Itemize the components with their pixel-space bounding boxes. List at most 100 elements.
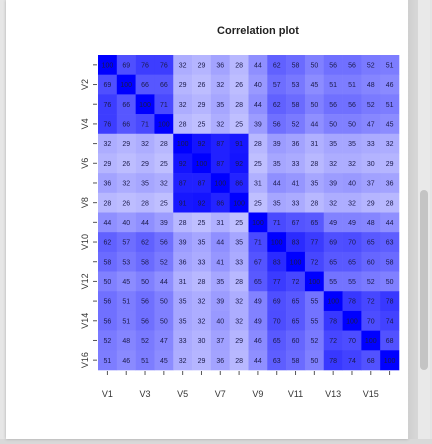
cell-value-label: 35 — [216, 279, 224, 286]
heatmap-cell-V8-V1 — [98, 192, 118, 213]
cell-value-label: 65 — [292, 318, 300, 325]
heatmap-cell-V1-V3 — [135, 55, 155, 75]
heatmap-cell-V15-V2 — [116, 330, 136, 351]
cell-value-label: 78 — [329, 318, 337, 325]
x-tick-label: V11 — [288, 389, 303, 399]
cell-value-label: 76 — [141, 62, 149, 69]
heatmap-cell-V3-V14 — [342, 94, 362, 115]
x-tick-label: V15 — [363, 389, 379, 399]
cell-value-label: 32 — [122, 181, 130, 188]
cell-value-label: 46 — [386, 82, 394, 89]
cell-value-label: 25 — [160, 200, 168, 207]
cell-value-label: 100 — [365, 338, 377, 345]
y-tick-label: V10 — [80, 234, 90, 250]
cell-value-label: 100 — [327, 299, 339, 306]
cell-value-label: 86 — [216, 200, 224, 207]
cell-value-label: 35 — [141, 181, 149, 188]
heatmap-cell-V8-V10 — [267, 192, 287, 213]
heatmap-cell-V4-V14 — [342, 114, 362, 135]
cell-value-label: 100 — [139, 102, 151, 109]
heatmap-cell-V16-V11 — [286, 350, 306, 371]
cell-value-label: 52 — [104, 338, 112, 345]
cell-value-label: 39 — [254, 122, 262, 129]
cell-value-label: 62 — [141, 240, 149, 247]
heatmap-cell-V16-V15 — [361, 350, 381, 371]
heatmap-cell-V1-V6 — [192, 55, 212, 75]
heatmap-cell-V12-V8 — [229, 271, 249, 292]
cell-value-label: 74 — [348, 358, 356, 365]
cell-value-label: 58 — [386, 259, 394, 266]
heatmap-cell-V7-V13 — [323, 173, 343, 194]
heatmap-cell-V12-V14 — [342, 271, 362, 292]
cell-value-label: 48 — [367, 220, 375, 227]
heatmap-cell-V1-V11 — [286, 55, 306, 75]
heatmap-cell-V13-V4 — [154, 291, 174, 312]
cell-value-label: 57 — [122, 240, 130, 247]
cell-value-label: 70 — [348, 240, 356, 247]
cell-value-label: 47 — [160, 338, 168, 345]
cell-value-label: 35 — [235, 240, 243, 247]
heatmap-cell-V6-V8 — [229, 153, 249, 174]
heatmap-cell-V8-V16 — [380, 192, 400, 213]
heatmap-cell-V10-V2 — [116, 232, 136, 253]
cell-value-label: 47 — [367, 122, 375, 129]
heatmap-cell-V11-V9 — [248, 251, 268, 272]
cell-value-label: 52 — [310, 338, 318, 345]
cell-value-label: 44 — [273, 181, 281, 188]
heatmap-cell-V12-V7 — [210, 271, 230, 292]
cell-value-label: 55 — [348, 279, 356, 286]
heatmap-cell-V4-V13 — [323, 114, 343, 135]
heatmap-cell-V1-V2 — [116, 55, 136, 75]
cell-value-label: 100 — [346, 318, 358, 325]
heatmap-cell-V7-V16 — [380, 173, 400, 194]
heatmap-cell-V14-V6 — [192, 310, 212, 331]
cell-value-label: 37 — [216, 338, 224, 345]
heatmap-cell-V7-V6 — [192, 173, 212, 194]
heatmap-cell-V9-V14 — [342, 212, 362, 233]
cell-value-label: 70 — [367, 318, 375, 325]
cell-value-label: 56 — [273, 122, 281, 129]
heatmap-cell-V2-V2 — [116, 74, 136, 95]
heatmap-cell-V13-V14 — [342, 291, 362, 312]
heatmap-cell-V16-V14 — [342, 350, 362, 371]
x-tick-label: V13 — [325, 389, 341, 399]
cell-value-label: 35 — [273, 200, 281, 207]
heatmap-cell-V2-V3 — [135, 74, 155, 95]
cell-value-label: 65 — [329, 259, 337, 266]
cell-value-label: 52 — [292, 122, 300, 129]
cell-value-label: 32 — [141, 141, 149, 148]
cell-value-label: 53 — [292, 82, 300, 89]
heatmap-cell-V12-V5 — [173, 271, 193, 292]
heatmap-cell-V10-V6 — [192, 232, 212, 253]
heatmap-cell-V11-V1 — [98, 251, 118, 272]
cell-value-label: 32 — [198, 318, 206, 325]
heatmap-cell-V12-V4 — [154, 271, 174, 292]
cell-value-label: 44 — [310, 122, 318, 129]
cell-value-label: 29 — [367, 200, 375, 207]
heatmap-cell-V15-V16 — [380, 330, 400, 351]
cell-value-label: 50 — [310, 62, 318, 69]
cell-value-label: 86 — [235, 181, 243, 188]
cell-value-label: 28 — [310, 161, 318, 168]
cell-value-label: 44 — [254, 62, 262, 69]
cell-value-label: 50 — [348, 122, 356, 129]
cell-value-label: 35 — [216, 102, 224, 109]
heatmap-cell-V1-V8 — [229, 55, 249, 75]
heatmap-cell-V16-V6 — [192, 350, 212, 371]
heatmap-cell-V14-V3 — [135, 310, 155, 331]
cell-value-label: 100 — [177, 141, 189, 148]
heatmap-cell-V15-V3 — [135, 330, 155, 351]
cell-value-label: 100 — [120, 82, 132, 89]
cell-value-label: 36 — [216, 62, 224, 69]
cell-value-label: 56 — [348, 62, 356, 69]
heatmap-cell-V6-V15 — [361, 153, 381, 174]
cell-value-label: 32 — [216, 122, 224, 129]
cell-value-label: 28 — [179, 220, 187, 227]
heatmap-cell-V10-V8 — [229, 232, 249, 253]
cell-value-label: 29 — [386, 161, 394, 168]
scrollbar-thumb[interactable] — [420, 190, 428, 370]
cell-value-label: 28 — [310, 200, 318, 207]
heatmap-cell-V9-V6 — [192, 212, 212, 233]
cell-value-label: 71 — [141, 122, 149, 129]
heatmap-cell-V14-V15 — [361, 310, 381, 331]
